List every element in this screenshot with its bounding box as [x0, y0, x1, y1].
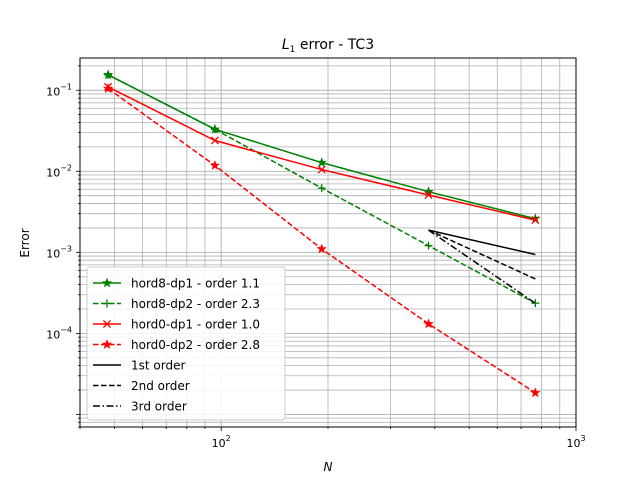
series-line — [428, 229, 536, 256]
legend-entry: 3rd order — [93, 400, 187, 414]
legend-label: 1st order — [131, 359, 185, 373]
ticks: 102 103 10−1 10−2 10−3 10−4 — [46, 65, 586, 450]
star-marker — [101, 339, 113, 349]
legend-entry: hord0-dp2 - order 2.8 — [93, 338, 260, 352]
star-marker — [316, 157, 327, 168]
series-line — [428, 229, 536, 304]
series-2 — [104, 70, 540, 308]
y-tick-label: 10−4 — [46, 325, 72, 341]
series-5 — [428, 229, 536, 256]
star-marker — [316, 243, 327, 254]
x-tick-label: 103 — [566, 434, 585, 450]
legend-label: hord0-dp1 - order 1.0 — [131, 318, 260, 332]
legend-label: hord8-dp2 - order 2.3 — [131, 297, 260, 311]
legend: hord8-dp1 - order 1.1 hord8-dp2 - order 2… — [86, 266, 286, 421]
series-6 — [428, 229, 536, 280]
y-tick-label: 10−1 — [46, 82, 72, 98]
legend-entry: hord0-dp1 - order 1.0 — [93, 318, 260, 332]
y-axis-label: Error — [18, 228, 32, 257]
legend-frame — [86, 266, 286, 421]
grid — [79, 58, 577, 428]
y-tick-label: 10−2 — [46, 163, 72, 179]
x-marker-b — [210, 136, 219, 145]
star-marker — [101, 277, 113, 288]
series-line — [428, 229, 536, 280]
star-marker — [209, 159, 221, 170]
legend-label: 3rd order — [131, 400, 187, 414]
series-3 — [104, 82, 540, 225]
x-marker-b — [424, 190, 433, 200]
x-tick-label: 102 — [212, 434, 231, 450]
legend-entry: 2nd order — [93, 379, 190, 393]
x-axis-label: N — [324, 460, 333, 474]
legend-label: hord8-dp1 - order 1.1 — [131, 277, 260, 291]
series-4 — [102, 83, 541, 398]
legend-label: 2nd order — [131, 379, 190, 393]
star-marker — [530, 387, 541, 398]
legend-entry: 1st order — [93, 359, 185, 373]
star-marker — [423, 186, 434, 197]
legend-entry: hord8-dp1 - order 1.1 — [93, 277, 260, 291]
series-group — [102, 69, 541, 398]
legend-entry: hord8-dp2 - order 2.3 — [93, 297, 260, 311]
star-marker — [102, 83, 114, 93]
legend-label: hord0-dp2 - order 2.8 — [131, 338, 260, 352]
x-marker-b — [531, 216, 540, 225]
y-tick-label: 10−3 — [46, 244, 72, 260]
star-marker — [423, 318, 434, 329]
series-7 — [428, 229, 536, 304]
chart-title: L1 error - TC3 — [282, 37, 374, 55]
x-marker-b — [317, 165, 326, 174]
x-marker-b — [102, 319, 112, 329]
